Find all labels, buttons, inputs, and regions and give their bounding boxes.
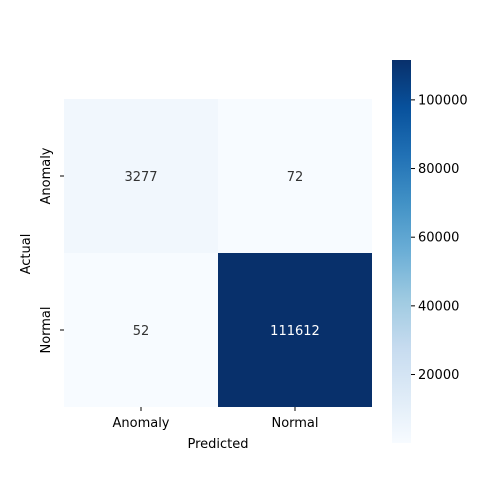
- y-axis-label: Actual: [19, 234, 34, 275]
- cell-annotation-0-0: 3277: [124, 170, 157, 185]
- cell-annotation-1-0: 52: [133, 324, 150, 339]
- colorbar-tick-label: 100000: [418, 93, 468, 108]
- heatmap-cell-0-1: [218, 99, 372, 253]
- colorbar-gradient: [392, 60, 411, 443]
- heatmap-cell-1-0: [64, 253, 218, 407]
- x-tick-label-anomaly: Anomaly: [112, 416, 169, 431]
- cell-annotation-1-1: 111612: [270, 324, 320, 339]
- cell-annotation-0-1: 72: [287, 170, 304, 185]
- colorbar: 20000 40000 60000 80000 100000: [392, 60, 468, 443]
- heatmap-annotations: 3277 72 52 111612: [124, 170, 319, 339]
- x-axis-label: Predicted: [187, 437, 248, 452]
- colorbar-tick-label: 60000: [418, 231, 459, 246]
- y-tick-label-normal: Normal: [39, 306, 54, 353]
- heatmap-cells: [64, 99, 372, 407]
- colorbar-tick-label: 40000: [418, 299, 459, 314]
- heatmap-cell-1-1: [218, 253, 372, 407]
- colorbar-tick-label: 80000: [418, 162, 459, 177]
- y-tick-label-anomaly: Anomaly: [39, 147, 54, 204]
- heatmap-cell-0-0: [64, 99, 218, 253]
- x-tick-label-normal: Normal: [271, 416, 318, 431]
- colorbar-tick-label: 20000: [418, 368, 459, 383]
- heatmap-axes: Anomaly Normal Anomaly Normal: [39, 147, 319, 431]
